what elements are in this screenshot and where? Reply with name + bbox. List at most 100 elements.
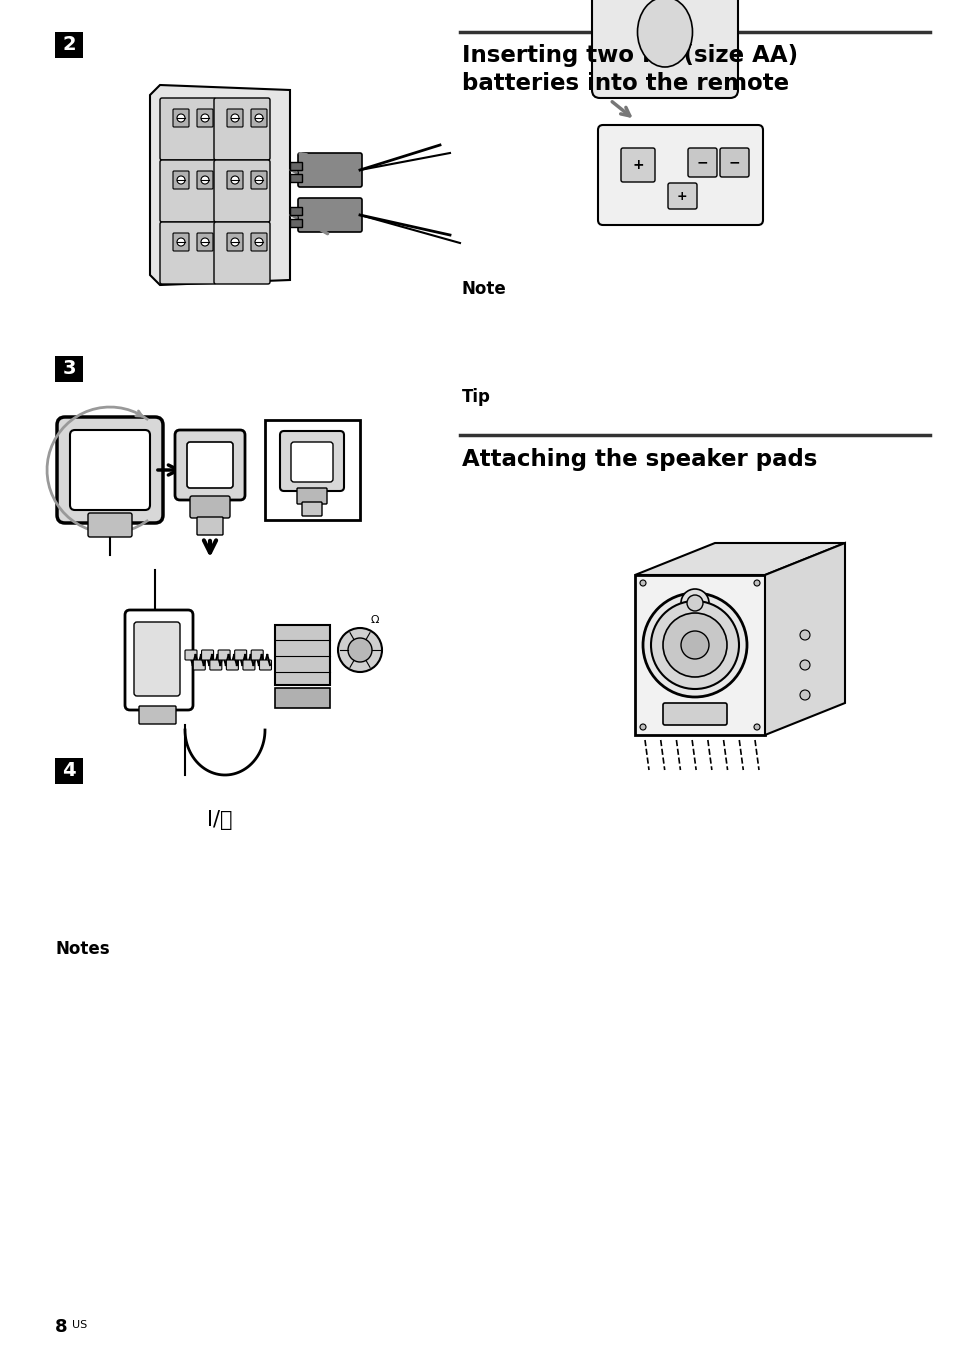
- FancyBboxPatch shape: [251, 170, 267, 189]
- FancyBboxPatch shape: [133, 622, 180, 696]
- Circle shape: [800, 660, 809, 671]
- FancyBboxPatch shape: [70, 430, 150, 510]
- Text: US: US: [71, 1320, 87, 1330]
- FancyBboxPatch shape: [125, 610, 193, 710]
- FancyBboxPatch shape: [55, 758, 83, 784]
- FancyBboxPatch shape: [160, 97, 215, 160]
- FancyBboxPatch shape: [218, 650, 230, 660]
- Circle shape: [231, 114, 239, 122]
- FancyBboxPatch shape: [213, 222, 270, 284]
- FancyBboxPatch shape: [290, 174, 302, 183]
- Polygon shape: [150, 85, 290, 285]
- FancyBboxPatch shape: [291, 442, 333, 483]
- Circle shape: [201, 114, 209, 122]
- Circle shape: [254, 176, 263, 184]
- FancyBboxPatch shape: [213, 97, 270, 160]
- FancyBboxPatch shape: [57, 416, 163, 523]
- FancyBboxPatch shape: [88, 512, 132, 537]
- Polygon shape: [635, 544, 844, 575]
- FancyBboxPatch shape: [251, 233, 267, 251]
- FancyBboxPatch shape: [259, 660, 272, 671]
- FancyBboxPatch shape: [196, 170, 213, 189]
- FancyBboxPatch shape: [213, 160, 270, 222]
- Circle shape: [639, 725, 645, 730]
- FancyBboxPatch shape: [280, 431, 344, 491]
- FancyBboxPatch shape: [297, 197, 361, 233]
- Text: I/⏻: I/⏻: [207, 810, 233, 830]
- FancyBboxPatch shape: [302, 502, 322, 516]
- FancyBboxPatch shape: [227, 170, 243, 189]
- FancyBboxPatch shape: [190, 496, 230, 518]
- Text: Notes: Notes: [55, 940, 110, 959]
- FancyBboxPatch shape: [227, 110, 243, 127]
- Text: −: −: [727, 155, 739, 169]
- FancyBboxPatch shape: [290, 162, 302, 170]
- Circle shape: [231, 238, 239, 246]
- FancyBboxPatch shape: [251, 650, 263, 660]
- Circle shape: [177, 238, 185, 246]
- FancyBboxPatch shape: [185, 650, 196, 660]
- Circle shape: [650, 602, 739, 690]
- Text: 4: 4: [62, 761, 75, 780]
- FancyBboxPatch shape: [296, 488, 327, 504]
- Circle shape: [639, 580, 645, 585]
- Circle shape: [800, 630, 809, 639]
- Circle shape: [201, 176, 209, 184]
- FancyBboxPatch shape: [226, 660, 238, 671]
- FancyBboxPatch shape: [592, 0, 738, 97]
- Text: batteries into the remote: batteries into the remote: [461, 72, 788, 95]
- Text: 3: 3: [62, 360, 75, 379]
- FancyBboxPatch shape: [172, 110, 189, 127]
- FancyBboxPatch shape: [667, 183, 697, 210]
- Circle shape: [177, 176, 185, 184]
- Text: Attaching the speaker pads: Attaching the speaker pads: [461, 448, 817, 470]
- FancyBboxPatch shape: [265, 420, 359, 521]
- FancyBboxPatch shape: [139, 706, 175, 725]
- FancyBboxPatch shape: [196, 233, 213, 251]
- Ellipse shape: [637, 0, 692, 68]
- Text: Note: Note: [461, 280, 506, 297]
- FancyBboxPatch shape: [187, 442, 233, 488]
- FancyBboxPatch shape: [196, 516, 223, 535]
- FancyBboxPatch shape: [172, 170, 189, 189]
- FancyBboxPatch shape: [720, 147, 748, 177]
- Circle shape: [177, 114, 185, 122]
- FancyBboxPatch shape: [274, 688, 330, 708]
- Text: +: +: [676, 189, 686, 203]
- Circle shape: [662, 612, 726, 677]
- FancyBboxPatch shape: [193, 660, 205, 671]
- Circle shape: [753, 725, 760, 730]
- Circle shape: [348, 638, 372, 662]
- FancyBboxPatch shape: [687, 147, 717, 177]
- FancyBboxPatch shape: [160, 222, 215, 284]
- Circle shape: [642, 594, 746, 698]
- FancyBboxPatch shape: [274, 625, 330, 685]
- Text: 2: 2: [62, 35, 75, 54]
- FancyBboxPatch shape: [234, 650, 247, 660]
- FancyBboxPatch shape: [201, 650, 213, 660]
- FancyBboxPatch shape: [210, 660, 222, 671]
- FancyBboxPatch shape: [196, 110, 213, 127]
- Circle shape: [680, 589, 708, 617]
- Circle shape: [686, 595, 702, 611]
- FancyBboxPatch shape: [174, 430, 245, 500]
- Polygon shape: [764, 544, 844, 735]
- FancyBboxPatch shape: [290, 219, 302, 227]
- Circle shape: [800, 690, 809, 700]
- FancyBboxPatch shape: [243, 660, 254, 671]
- FancyBboxPatch shape: [635, 575, 764, 735]
- Circle shape: [254, 238, 263, 246]
- Text: 8: 8: [55, 1318, 68, 1336]
- Circle shape: [231, 176, 239, 184]
- FancyBboxPatch shape: [297, 153, 361, 187]
- FancyBboxPatch shape: [227, 233, 243, 251]
- FancyBboxPatch shape: [160, 160, 215, 222]
- FancyBboxPatch shape: [55, 32, 83, 58]
- Circle shape: [201, 238, 209, 246]
- Circle shape: [254, 114, 263, 122]
- Text: Tip: Tip: [461, 388, 491, 406]
- FancyBboxPatch shape: [290, 207, 302, 215]
- FancyBboxPatch shape: [620, 147, 655, 183]
- Text: Inserting two R6 (size AA): Inserting two R6 (size AA): [461, 45, 798, 68]
- Text: +: +: [632, 158, 643, 172]
